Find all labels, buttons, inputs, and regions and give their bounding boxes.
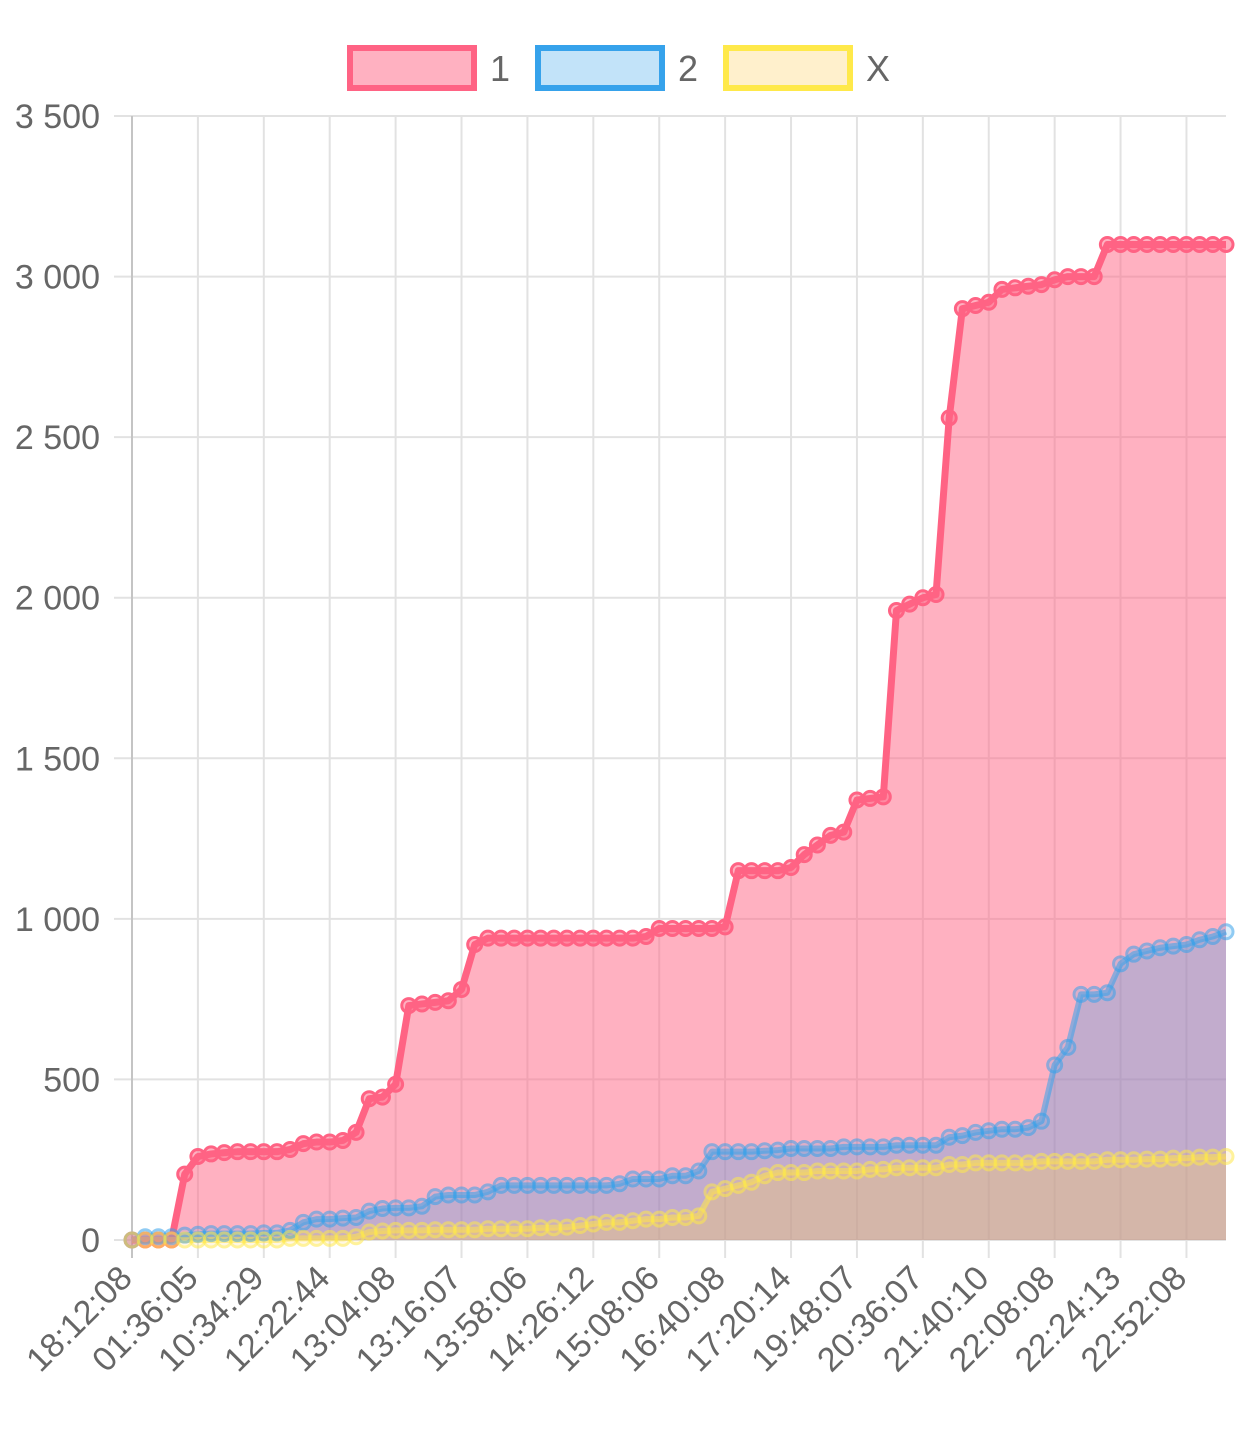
series-2-point (690, 1162, 708, 1180)
y-tick-label: 1 500 (15, 740, 100, 778)
series-1-area (132, 244, 1226, 1240)
series-2-point (413, 1197, 431, 1215)
y-tick-label: 1 000 (15, 901, 100, 939)
series-2-point (360, 1202, 378, 1220)
series-1-point (453, 981, 471, 999)
y-tick-label: 2 000 (15, 580, 100, 618)
y-axis-ticks: 0 500 1 000 1 500 2 000 2 500 3 000 3 500 (15, 98, 100, 1260)
series-2-point (1217, 923, 1235, 941)
y-tick-label: 500 (43, 1061, 100, 1099)
series-1-point (874, 788, 892, 806)
series-X-point (1217, 1148, 1235, 1166)
series-2-point (1098, 984, 1116, 1002)
series-1-point (808, 836, 826, 854)
series-1-point (466, 936, 484, 954)
series-2-point (1112, 955, 1130, 973)
legend-swatch-X (723, 45, 853, 91)
series-2-point (1046, 1056, 1064, 1074)
series-1-point (716, 918, 734, 936)
series-1-point (795, 846, 813, 864)
series-1-point (334, 1131, 352, 1149)
series-1-point (1085, 268, 1103, 286)
legend-label-2: 2 (678, 48, 698, 89)
series-1-point (439, 992, 457, 1010)
series-1-point (901, 595, 919, 613)
series-1-point (782, 858, 800, 876)
legend-swatch-1 (347, 45, 477, 91)
series-X-point (690, 1207, 708, 1225)
series-1-point (637, 928, 655, 946)
x-axis-ticks: 18:12:0801:36:0510:34:2912:22:4413:04:08… (19, 1259, 1194, 1379)
series-2-point (1019, 1119, 1037, 1137)
legend-label-1: 1 (490, 48, 510, 89)
series-1-point (387, 1075, 405, 1093)
series-1-point (927, 586, 945, 604)
series-2-point (1032, 1112, 1050, 1130)
series-2-point (1059, 1038, 1077, 1056)
legend-label-X: X (866, 48, 890, 89)
series-1-point (1217, 235, 1235, 253)
series-X-area (132, 1156, 1226, 1240)
series-2-point (347, 1209, 365, 1227)
series-1-point (940, 409, 958, 427)
y-tick-label: 0 (81, 1222, 100, 1260)
series-X-point (742, 1173, 760, 1191)
series-2-point (479, 1183, 497, 1201)
series-areas (132, 244, 1226, 1240)
y-tick-label: 3 000 (15, 259, 100, 297)
series-1-point (347, 1123, 365, 1141)
y-tick-label: 3 500 (15, 98, 100, 136)
series-1-point (887, 602, 905, 620)
series-1-point (835, 823, 853, 841)
series-1-point (980, 293, 998, 311)
series-1-point (176, 1165, 194, 1183)
legend-swatch-2 (535, 45, 665, 91)
series-1-point (268, 1143, 286, 1161)
y-tick-label: 2 500 (15, 419, 100, 457)
series-1-point (373, 1088, 391, 1106)
series-1-point (189, 1148, 207, 1166)
series-2-point (927, 1136, 945, 1154)
legend: 1 2 X (347, 45, 890, 91)
series-points (123, 235, 1235, 1249)
